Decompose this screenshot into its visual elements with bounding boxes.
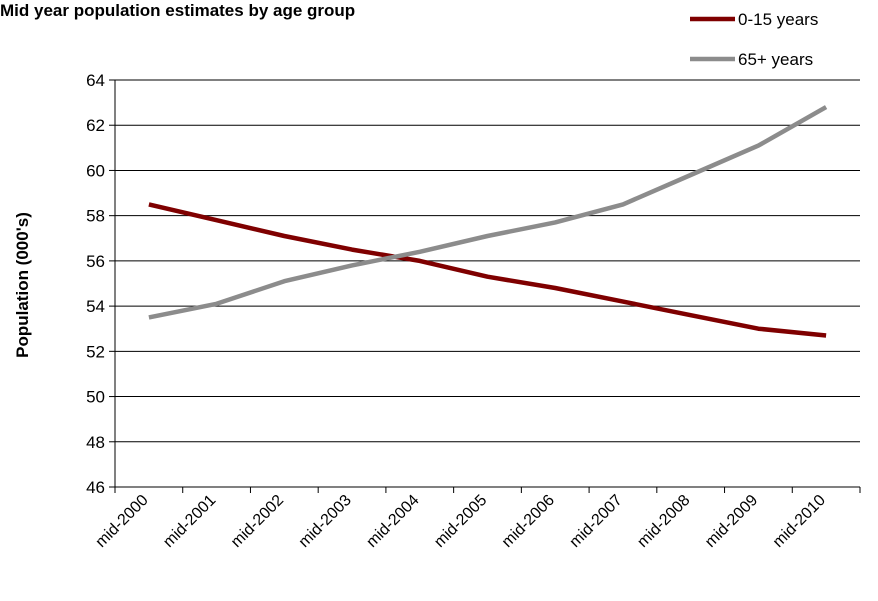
y-tick-label: 52 [86, 342, 105, 361]
y-tick-label: 64 [86, 71, 105, 90]
x-tick-label: mid-2000 [93, 492, 152, 551]
chart-title: Mid year population estimates by age gro… [0, 1, 355, 20]
x-tick-label: mid-2002 [228, 492, 287, 551]
y-tick-label: 62 [86, 116, 105, 135]
y-tick-label: 46 [86, 478, 105, 497]
x-tick-label: mid-2009 [702, 492, 761, 551]
x-tick-label: mid-2010 [770, 492, 829, 551]
x-tick-label: mid-2006 [499, 492, 558, 551]
legend: 0-15 years 65+ years [690, 10, 818, 69]
y-tick-label: 48 [86, 433, 105, 452]
x-tick-label: mid-2007 [567, 492, 626, 551]
legend-label-0: 0-15 years [738, 10, 818, 29]
x-tick-label: mid-2003 [296, 492, 355, 551]
legend-label-1: 65+ years [738, 50, 813, 69]
y-tick-label: 60 [86, 161, 105, 180]
y-tick-label: 56 [86, 252, 105, 271]
y-tick-label: 50 [86, 388, 105, 407]
series-line-1 [148, 105, 828, 320]
x-tick-label: mid-2008 [634, 492, 693, 551]
y-tick-label: 58 [86, 207, 105, 226]
y-axis-title: Population (000's) [13, 212, 32, 358]
x-tick-label: mid-2001 [160, 492, 219, 551]
y-tick-label: 54 [86, 297, 105, 316]
series-lines [148, 105, 828, 338]
x-tick-label: mid-2004 [363, 492, 422, 551]
x-tick-label: mid-2005 [431, 492, 490, 551]
series-line-0 [148, 202, 827, 338]
gridlines [115, 79, 860, 443]
